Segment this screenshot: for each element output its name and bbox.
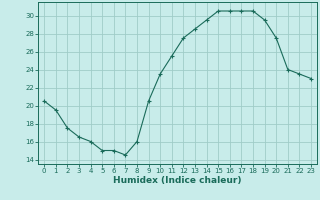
X-axis label: Humidex (Indice chaleur): Humidex (Indice chaleur) (113, 176, 242, 185)
